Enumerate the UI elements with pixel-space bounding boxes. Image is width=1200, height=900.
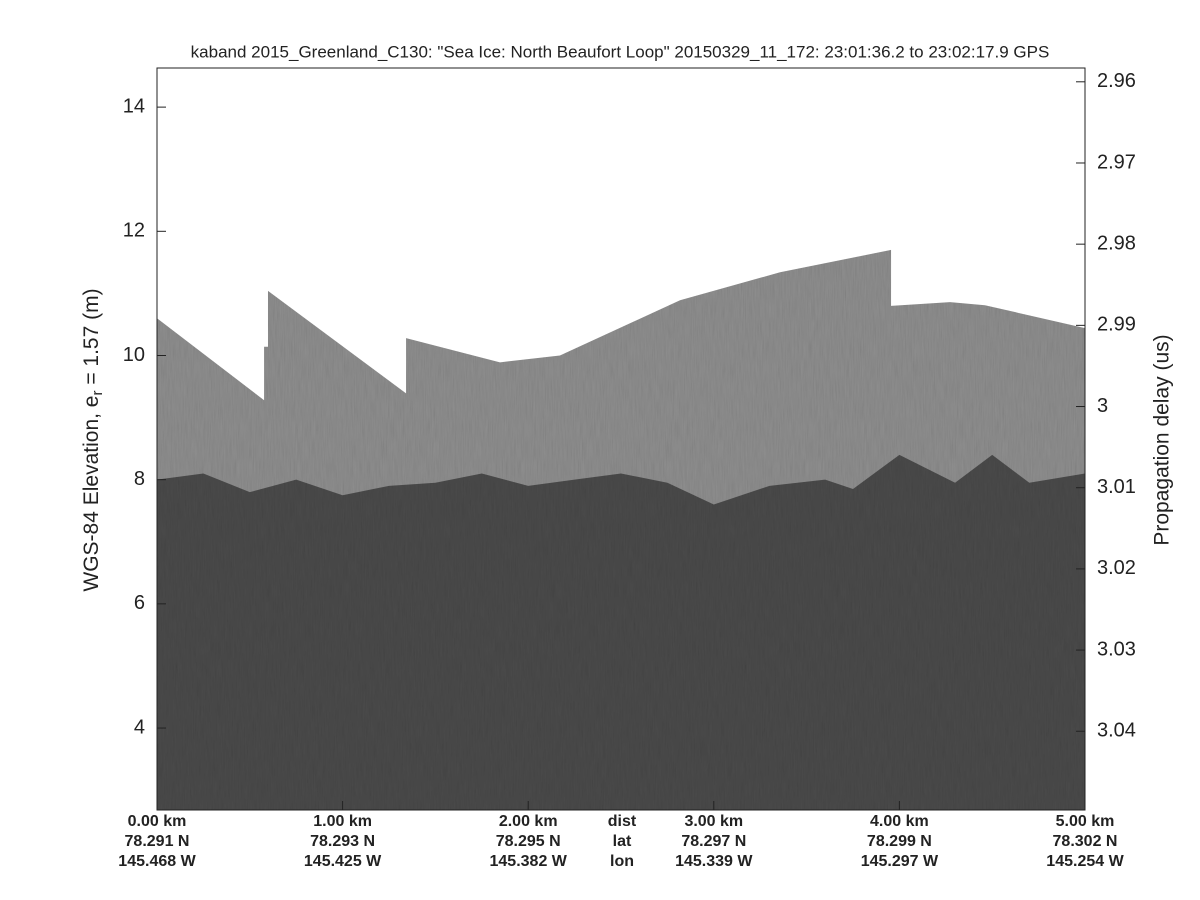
y-tick-label: 14: [123, 95, 145, 117]
y-label-end: = 1.57 (m): [80, 288, 103, 390]
lat-label: 78.295 N: [496, 833, 561, 850]
y-tick-label: 12: [123, 220, 145, 242]
y2-tick-label: 2.99: [1097, 314, 1136, 336]
y-tick-label: 6: [134, 592, 145, 614]
y-axis-label: WGS-84 Elevation, er = 1.57 (m): [80, 288, 106, 591]
lat-label: 78.302 N: [1053, 833, 1118, 850]
lon-label: 145.339 W: [675, 853, 753, 870]
lon-label: 145.425 W: [304, 853, 382, 870]
plot-frame: [156, 67, 1086, 811]
y2-tick-label: 2.97: [1097, 151, 1136, 173]
y-label-text: WGS-84 Elevation, e: [80, 396, 103, 592]
y-label-sub: r: [89, 391, 106, 396]
lon-label: 145.297 W: [861, 853, 939, 870]
lon-label: 145.382 W: [490, 853, 568, 870]
lat-label: 78.293 N: [310, 833, 375, 850]
y-tick-label: 8: [134, 468, 145, 490]
y2-tick-label: 3.01: [1097, 476, 1136, 498]
x-tick-label: 4.00 km: [870, 813, 929, 830]
y2-tick-label: 3.04: [1097, 720, 1136, 742]
row-name: lat: [613, 833, 632, 850]
x-tick-label: 1.00 km: [313, 813, 372, 830]
echogram: [157, 249, 1085, 811]
y2-tick-label: 3.02: [1097, 557, 1136, 579]
y2-tick-label: 3.03: [1097, 638, 1136, 660]
y-tick-label: 4: [134, 716, 145, 738]
lat-label: 78.299 N: [867, 833, 932, 850]
lat-label: 78.297 N: [681, 833, 746, 850]
x-tick-label: 0.00 km: [128, 813, 187, 830]
y-tick-label: 10: [123, 344, 145, 366]
axes: 4 6 8 10 12 14 2.96 2.97 2.98 2.99 3 3.01 3.02 3.03 3.…: [118, 67, 1136, 870]
echo-layer: [157, 454, 1085, 810]
lon-label: 145.468 W: [118, 853, 196, 870]
y2-tick-label: 2.96: [1097, 70, 1136, 92]
chart-title: kaband 2015_Greenland_C130: "Sea Ice: No…: [191, 42, 1050, 61]
y2-axis-label: Propagation delay (us): [1151, 334, 1174, 545]
x-tick-label: 3.00 km: [684, 813, 743, 830]
x-tick-label: 2.00 km: [499, 813, 558, 830]
lat-label: 78.291 N: [125, 833, 190, 850]
row-name: lon: [610, 853, 634, 870]
x-tick-label: 5.00 km: [1056, 813, 1115, 830]
y2-tick-label: 2.98: [1097, 232, 1136, 254]
row-name: dist: [608, 813, 637, 830]
lon-label: 145.254 W: [1046, 853, 1124, 870]
y2-tick-label: 3: [1097, 395, 1108, 417]
